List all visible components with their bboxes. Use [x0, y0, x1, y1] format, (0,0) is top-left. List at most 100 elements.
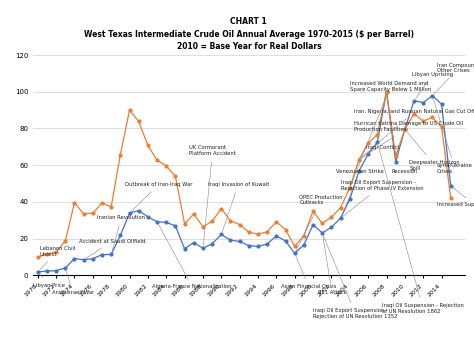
- Text: OPEC Production
Cutbacks: OPEC Production Cutbacks: [296, 195, 343, 251]
- WTI $/Barrel (Real): [53, 250, 59, 254]
- WTI $/Barrel (Nominal): [173, 224, 178, 228]
- Text: Hurrican Katrina Damage to US Crude Oil
Production Facilities: Hurrican Katrina Damage to US Crude Oil …: [355, 121, 464, 158]
- Text: Venezuelan Strike: Venezuelan Strike: [336, 169, 384, 216]
- Line: WTI $/Barrel (Nominal): WTI $/Barrel (Nominal): [36, 90, 452, 273]
- Legend: WTI $/Barrel (Nominal), WTI $/Barrel (Real): WTI $/Barrel (Nominal), WTI $/Barrel (Re…: [145, 343, 353, 344]
- WTI $/Barrel (Nominal): [264, 242, 270, 246]
- WTI $/Barrel (Nominal): [310, 223, 316, 227]
- WTI $/Barrel (Nominal): [347, 197, 353, 201]
- WTI $/Barrel (Nominal): [338, 216, 344, 220]
- WTI $/Barrel (Real): [63, 239, 68, 243]
- Text: Iran Compounds
Other Crises: Iran Compounds Other Crises: [434, 63, 474, 94]
- WTI $/Barrel (Nominal): [429, 94, 435, 98]
- Text: Iraqi Invasion of Kuwait: Iraqi Invasion of Kuwait: [208, 182, 269, 232]
- WTI $/Barrel (Real): [81, 212, 86, 216]
- WTI $/Barrel (Real): [448, 196, 454, 200]
- WTI $/Barrel (Real): [72, 201, 77, 205]
- WTI $/Barrel (Real): [328, 215, 334, 219]
- WTI $/Barrel (Real): [164, 164, 169, 168]
- WTI $/Barrel (Nominal): [154, 220, 160, 224]
- WTI $/Barrel (Real): [219, 206, 224, 211]
- Text: Iraqi Conflict: Iraqi Conflict: [366, 146, 400, 154]
- WTI $/Barrel (Real): [402, 127, 408, 131]
- WTI $/Barrel (Nominal): [402, 127, 408, 131]
- WTI $/Barrel (Real): [127, 108, 132, 112]
- WTI $/Barrel (Nominal): [219, 233, 224, 237]
- Text: Iraqi Oil Export Suspension -
Rejection of UN Resolution 1352: Iraqi Oil Export Suspension - Rejection …: [313, 236, 398, 319]
- WTI $/Barrel (Nominal): [273, 234, 279, 238]
- WTI $/Barrel (Nominal): [374, 140, 380, 144]
- WTI $/Barrel (Real): [173, 174, 178, 179]
- WTI $/Barrel (Nominal): [411, 99, 417, 103]
- WTI $/Barrel (Real): [319, 222, 325, 226]
- WTI $/Barrel (Real): [255, 232, 261, 236]
- WTI $/Barrel (Real): [301, 234, 307, 238]
- WTI $/Barrel (Nominal): [237, 239, 243, 244]
- WTI $/Barrel (Real): [338, 206, 344, 210]
- WTI $/Barrel (Nominal): [292, 251, 298, 256]
- WTI $/Barrel (Real): [411, 112, 417, 116]
- WTI $/Barrel (Real): [356, 158, 362, 162]
- WTI $/Barrel (Nominal): [210, 242, 215, 246]
- WTI $/Barrel (Real): [90, 211, 96, 215]
- WTI $/Barrel (Real): [347, 186, 353, 190]
- WTI $/Barrel (Real): [292, 244, 298, 248]
- WTI $/Barrel (Nominal): [164, 220, 169, 224]
- WTI $/Barrel (Real): [246, 230, 252, 234]
- WTI $/Barrel (Real): [310, 209, 316, 213]
- WTI $/Barrel (Nominal): [182, 247, 187, 251]
- WTI $/Barrel (Real): [44, 252, 50, 256]
- Text: Accident at Saudi Oilfield: Accident at Saudi Oilfield: [79, 239, 146, 258]
- WTI $/Barrel (Real): [374, 132, 380, 137]
- WTI $/Barrel (Nominal): [99, 252, 105, 257]
- Text: Iraqi Oil Export Suspension -
Rejection of Phase IV Extension: Iraqi Oil Export Suspension - Rejection …: [341, 180, 423, 216]
- Text: Deepwater Horizon
Spill: Deepwater Horizon Spill: [407, 131, 460, 171]
- WTI $/Barrel (Nominal): [191, 240, 197, 245]
- WTI $/Barrel (Real): [191, 212, 197, 216]
- Text: Increased World Demand and
Spare Capacity Below 1 Million: Increased World Demand and Spare Capacit…: [350, 81, 431, 185]
- Title: CHART 1
West Texas Intermediate Crude Oil Annual Average 1970-2015 ($ per Barrel: CHART 1 West Texas Intermediate Crude Oi…: [84, 18, 414, 52]
- WTI $/Barrel (Nominal): [420, 100, 426, 105]
- WTI $/Barrel (Real): [429, 115, 435, 119]
- WTI $/Barrel (Nominal): [228, 238, 233, 242]
- WTI $/Barrel (Real): [145, 143, 151, 148]
- Text: Algeria-France Nationalization: Algeria-France Nationalization: [153, 224, 232, 289]
- Text: Iran, Nigeria, and Russian Natural Gas Cut Off: Iran, Nigeria, and Russian Natural Gas C…: [355, 109, 474, 158]
- WTI $/Barrel (Real): [118, 153, 123, 157]
- WTI $/Barrel (Real): [154, 158, 160, 162]
- Text: Libyan Uprising: Libyan Uprising: [412, 72, 453, 98]
- WTI $/Barrel (Real): [264, 230, 270, 234]
- WTI $/Barrel (Nominal): [301, 243, 307, 247]
- WTI $/Barrel (Nominal): [383, 89, 389, 94]
- Text: Outbreak of Iran-Iraq War: Outbreak of Iran-Iraq War: [125, 182, 192, 211]
- WTI $/Barrel (Nominal): [328, 225, 334, 229]
- WTI $/Barrel (Real): [439, 125, 445, 129]
- WTI $/Barrel (Nominal): [200, 246, 206, 250]
- WTI $/Barrel (Nominal): [72, 256, 77, 260]
- WTI $/Barrel (Nominal): [283, 239, 288, 243]
- Text: UK Cormorant
Platform Accident: UK Cormorant Platform Accident: [189, 145, 236, 246]
- Text: Recession: Recession: [391, 164, 417, 174]
- WTI $/Barrel (Nominal): [439, 102, 445, 106]
- Line: WTI $/Barrel (Real): WTI $/Barrel (Real): [36, 90, 452, 258]
- WTI $/Barrel (Real): [35, 255, 41, 259]
- Text: Increased Supply/Decreased: Increased Supply/Decreased: [437, 187, 474, 207]
- WTI $/Barrel (Real): [420, 119, 426, 123]
- WTI $/Barrel (Nominal): [136, 208, 142, 213]
- Text: Lebanon Civil
Unrest: Lebanon Civil Unrest: [40, 246, 75, 270]
- WTI $/Barrel (Nominal): [63, 266, 68, 270]
- WTI $/Barrel (Nominal): [53, 269, 59, 273]
- WTI $/Barrel (Nominal): [127, 211, 132, 215]
- WTI $/Barrel (Real): [237, 223, 243, 227]
- WTI $/Barrel (Nominal): [319, 231, 325, 235]
- WTI $/Barrel (Real): [109, 205, 114, 209]
- Text: Asian Financial Crisis: Asian Financial Crisis: [281, 256, 337, 289]
- Text: 911 Attack: 911 Attack: [318, 236, 346, 295]
- WTI $/Barrel (Nominal): [81, 258, 86, 262]
- WTI $/Barrel (Nominal): [109, 252, 114, 257]
- Text: Iranian Revolution: Iranian Revolution: [98, 215, 146, 252]
- WTI $/Barrel (Nominal): [44, 269, 50, 273]
- Text: Syria/Ukraine
Crises: Syria/Ukraine Crises: [433, 98, 473, 174]
- Text: Iraqi Oil Suspension - Rejection
of UN Resolution 1862: Iraqi Oil Suspension - Rejection of UN R…: [378, 145, 464, 313]
- Text: Libyan Price: Libyan Price: [33, 274, 65, 288]
